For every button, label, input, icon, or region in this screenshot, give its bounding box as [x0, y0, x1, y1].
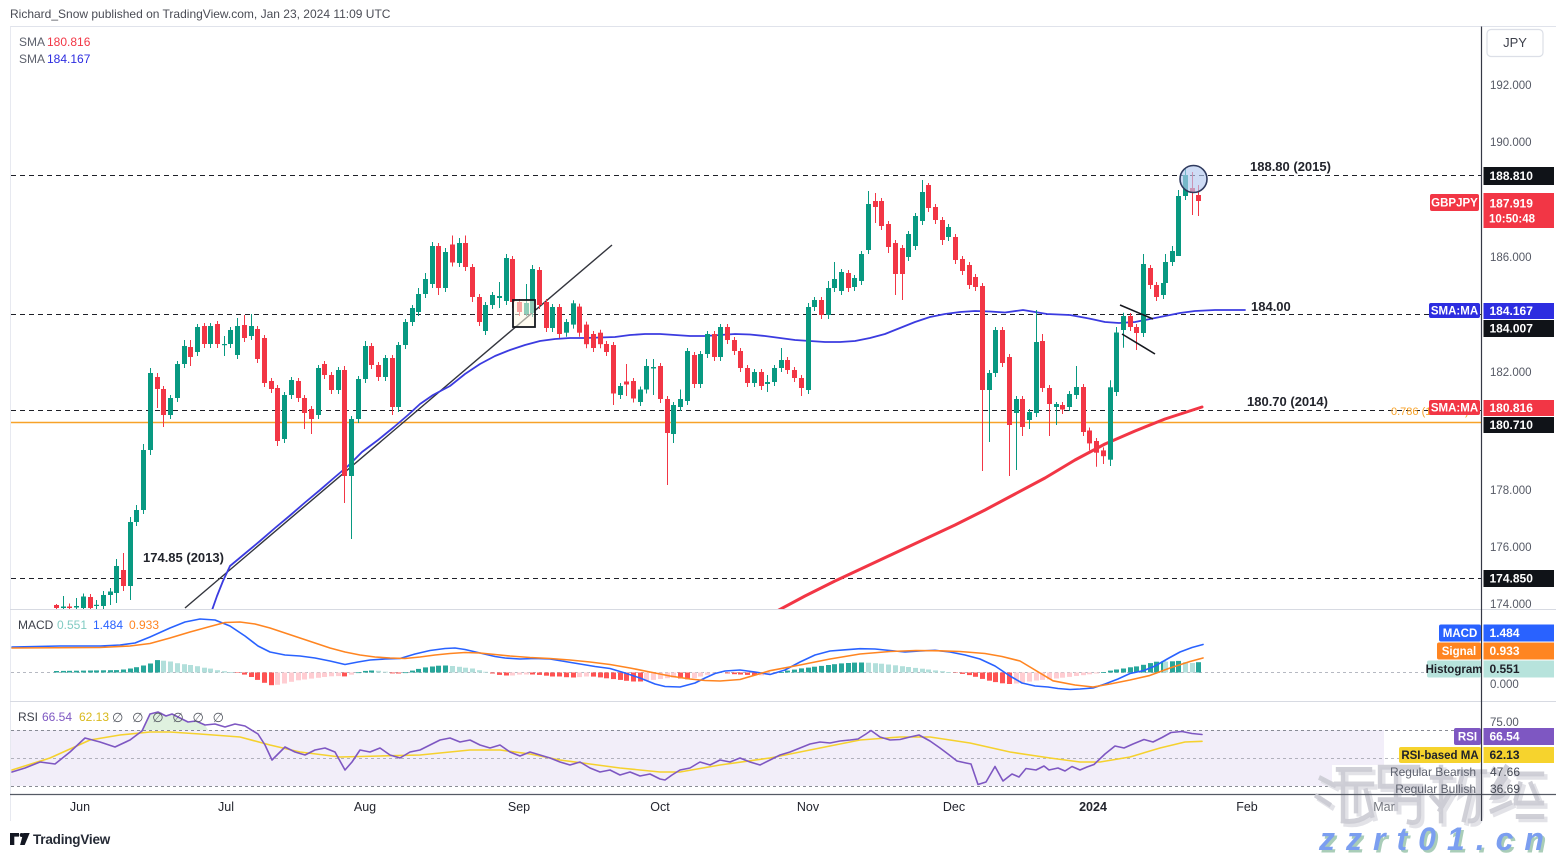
svg-text:184.00: 184.00	[1251, 299, 1291, 314]
svg-text:SMA: SMA	[19, 35, 45, 49]
svg-text:174.85 (2013): 174.85 (2013)	[143, 550, 224, 565]
svg-text:GBPJPY: GBPJPY	[1431, 198, 1478, 210]
svg-text:62.13: 62.13	[79, 710, 109, 724]
svg-text:174.000: 174.000	[1490, 599, 1532, 611]
svg-text:SMA:MA: SMA:MA	[1431, 403, 1478, 415]
svg-text:190.000: 190.000	[1490, 137, 1532, 149]
svg-text:Oct: Oct	[650, 800, 670, 814]
svg-text:0.551: 0.551	[57, 618, 87, 632]
svg-text:SMA: SMA	[19, 52, 45, 66]
svg-text:66.54: 66.54	[1490, 730, 1520, 744]
svg-text:∅∅∅∅∅∅: ∅∅∅∅∅∅	[112, 710, 233, 725]
svg-text:176.000: 176.000	[1490, 542, 1532, 554]
svg-text:186.000: 186.000	[1490, 252, 1532, 264]
svg-text:180.710: 180.710	[1490, 418, 1534, 432]
svg-text:Regular Bearish: Regular Bearish	[1390, 765, 1476, 779]
svg-text:Signal: Signal	[1442, 646, 1477, 658]
svg-text:Histogram: Histogram	[1426, 664, 1483, 676]
svg-text:MACD: MACD	[18, 618, 54, 632]
svg-text:JPY: JPY	[1503, 35, 1527, 50]
svg-text:MACD: MACD	[1443, 628, 1478, 640]
svg-text:Regular Bullish: Regular Bullish	[1395, 782, 1476, 796]
svg-text:174.850: 174.850	[1490, 572, 1534, 586]
svg-text:2024: 2024	[1079, 800, 1107, 814]
svg-text:Nov: Nov	[797, 800, 820, 814]
svg-text:184.007: 184.007	[1490, 322, 1534, 336]
svg-text:180.816: 180.816	[1490, 401, 1534, 415]
svg-text:75.00: 75.00	[1490, 717, 1519, 729]
svg-text:184.167: 184.167	[1490, 304, 1534, 318]
svg-text:188.810: 188.810	[1490, 169, 1534, 183]
svg-text:1.484: 1.484	[93, 618, 123, 632]
svg-text:66.54: 66.54	[42, 710, 72, 724]
svg-text:RSI-based MA: RSI-based MA	[1401, 750, 1478, 762]
svg-text:Dec: Dec	[943, 800, 965, 814]
svg-text:SMA:MA: SMA:MA	[1431, 306, 1478, 318]
svg-text:0.933: 0.933	[1490, 644, 1520, 658]
svg-text:Mar: Mar	[1373, 800, 1395, 814]
svg-text:180.70 (2014): 180.70 (2014)	[1247, 394, 1328, 409]
svg-text:180.816: 180.816	[47, 35, 91, 49]
svg-text:184.167: 184.167	[47, 52, 91, 66]
svg-text:0.000: 0.000	[1490, 679, 1519, 691]
svg-text:Sep: Sep	[508, 800, 530, 814]
svg-text:192.000: 192.000	[1490, 80, 1532, 92]
svg-text:36.69: 36.69	[1490, 782, 1520, 796]
svg-text:182.000: 182.000	[1490, 367, 1532, 379]
svg-text:47.66: 47.66	[1490, 765, 1520, 779]
svg-text:RSI: RSI	[1458, 732, 1477, 744]
svg-text:187.919: 187.919	[1490, 197, 1534, 211]
svg-text:62.13: 62.13	[1490, 748, 1520, 762]
svg-text:Feb: Feb	[1236, 800, 1258, 814]
svg-text:178.000: 178.000	[1490, 485, 1532, 497]
svg-text:0.551: 0.551	[1490, 662, 1520, 676]
svg-text:Jun: Jun	[70, 800, 90, 814]
svg-text:0.933: 0.933	[129, 618, 159, 632]
svg-text:Jul: Jul	[218, 800, 234, 814]
svg-text:10:50:48: 10:50:48	[1489, 214, 1536, 226]
svg-text:188.80 (2015): 188.80 (2015)	[1250, 159, 1331, 174]
svg-text:Aug: Aug	[354, 800, 376, 814]
svg-text:1.484: 1.484	[1490, 626, 1520, 640]
svg-text:RSI: RSI	[18, 710, 38, 724]
